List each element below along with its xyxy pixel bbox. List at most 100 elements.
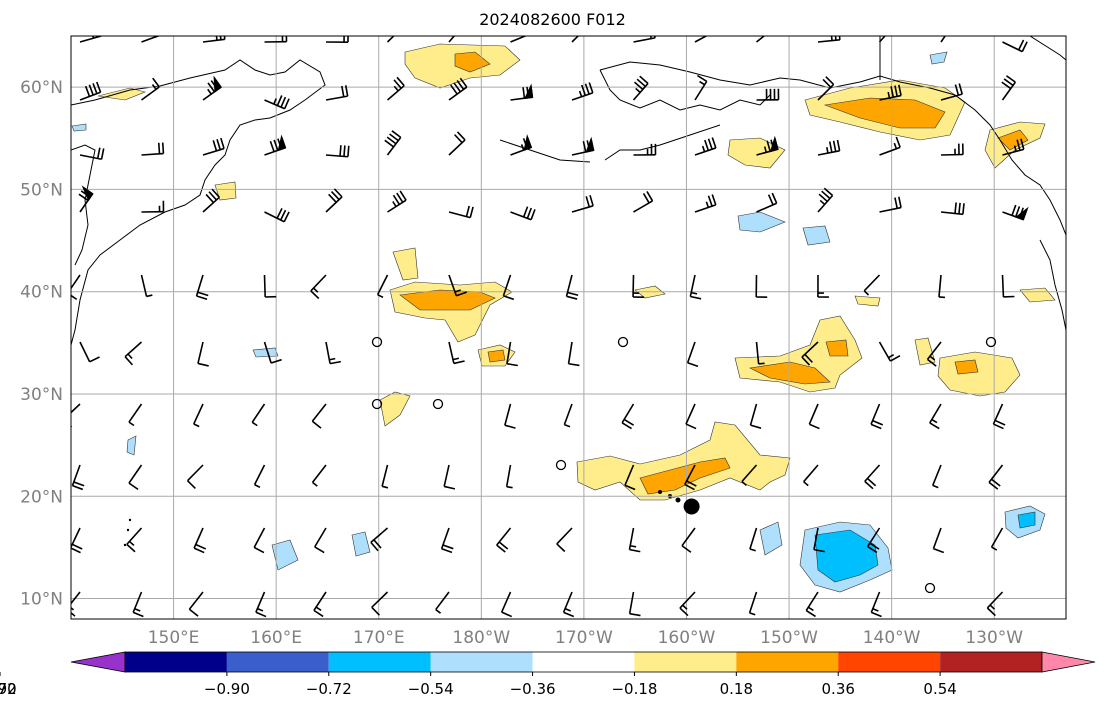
wind-barb xyxy=(188,591,204,617)
colorbar-tick-label: −0.36 xyxy=(510,680,556,698)
contour-patch xyxy=(727,137,786,169)
wind-barb xyxy=(870,403,884,430)
lon-label: 170°E xyxy=(353,628,405,648)
colorbar-bin xyxy=(125,652,227,672)
wind-barb xyxy=(870,591,882,618)
calm-marker xyxy=(617,336,629,348)
wind-barb xyxy=(253,527,266,554)
wind-barb xyxy=(694,137,717,156)
contour-patch xyxy=(399,289,496,311)
wind-barb xyxy=(748,591,758,616)
contour-patch xyxy=(252,347,279,358)
wind-barb xyxy=(384,130,402,156)
wind-barb xyxy=(251,403,266,427)
contour-patch xyxy=(737,211,786,233)
wind-barb xyxy=(940,83,963,101)
wind-barb xyxy=(694,74,708,101)
graticule xyxy=(71,36,1066,619)
wind-barb xyxy=(689,274,702,300)
contour-patch xyxy=(487,349,506,363)
wind-barb xyxy=(314,527,327,554)
wind-barb xyxy=(990,527,1004,551)
wind-barb xyxy=(448,274,467,297)
colorbar-bin xyxy=(328,652,431,672)
wind-barb xyxy=(571,136,595,156)
lon-label: 130°W xyxy=(965,628,1023,648)
wind-barb xyxy=(679,591,696,617)
wind-barb xyxy=(817,36,841,43)
wind-barb xyxy=(506,341,518,367)
wind-barb xyxy=(141,200,165,213)
colorbar-tick-label: 0.54 xyxy=(923,680,956,698)
negative-anomaly-regions xyxy=(71,51,1046,593)
calm-marker xyxy=(432,398,444,410)
wind-barb xyxy=(931,464,942,489)
wind-barb xyxy=(386,36,395,43)
contour-patch xyxy=(379,391,411,427)
wind-barb xyxy=(817,187,834,213)
wind-barb xyxy=(141,142,165,156)
coastline xyxy=(604,124,721,161)
wind-barb xyxy=(71,403,81,428)
contour-patch xyxy=(97,87,146,101)
wind-barb xyxy=(193,403,204,428)
colorbar-bin xyxy=(226,652,329,672)
wind-barb xyxy=(1001,75,1017,101)
wind-barb xyxy=(879,84,902,101)
wind-barb xyxy=(71,274,81,301)
wind-barb xyxy=(264,134,287,156)
wind-barb xyxy=(510,36,528,43)
contour-patch xyxy=(759,521,783,556)
wind-barb xyxy=(79,81,102,101)
wind-barb xyxy=(193,527,207,554)
contour-patch xyxy=(802,225,831,246)
island xyxy=(123,543,127,547)
colorbar-bin xyxy=(430,652,533,672)
wind-barb xyxy=(621,403,635,430)
wind-barb xyxy=(817,139,841,156)
colorbar-tick-label: −0.54 xyxy=(408,680,454,698)
colorbar-tick-labels: −0.90 −0.72 −0.54 −0.36 −0.18 0.18 0.36 0.54 0.7… xyxy=(0,672,957,698)
wind-barb xyxy=(1002,204,1029,221)
lat-label: 30°N xyxy=(20,385,63,405)
wind-barb xyxy=(197,341,209,367)
wind-barb xyxy=(510,206,536,221)
wind-barb xyxy=(435,591,450,614)
colorbar-bin xyxy=(736,652,839,672)
wind-barb xyxy=(78,185,94,213)
island xyxy=(126,528,130,532)
colorbar-bin xyxy=(634,652,737,672)
contour-patch xyxy=(126,435,137,456)
wind-barb xyxy=(926,341,942,367)
map-title: 2024082600 F012 xyxy=(479,10,626,29)
wind-barb xyxy=(801,341,819,366)
wind-barb xyxy=(311,403,327,429)
colorbar-tick-label: 0.18 xyxy=(720,680,753,698)
wind-barb xyxy=(325,341,342,365)
wind-barb xyxy=(632,274,645,299)
calm-marker xyxy=(985,336,997,348)
coastline xyxy=(1039,239,1066,331)
wind-barb xyxy=(864,464,881,490)
contour-patch xyxy=(825,339,849,357)
lon-label: 160°E xyxy=(250,628,302,648)
coastlines xyxy=(71,36,1066,346)
island xyxy=(675,497,681,503)
contour-patch xyxy=(392,247,419,281)
contour-patch xyxy=(814,529,879,583)
wind-barb xyxy=(556,527,573,553)
lon-label: 170°W xyxy=(555,628,613,648)
wind-barb xyxy=(381,464,389,489)
wind-barb xyxy=(992,403,1006,430)
wind-barb xyxy=(571,82,594,101)
map-frame xyxy=(70,35,1067,620)
coastline xyxy=(499,139,591,163)
wind-barb xyxy=(448,131,466,156)
lon-label: 150°E xyxy=(148,628,200,648)
wind-barb xyxy=(694,36,708,43)
wind-barb xyxy=(940,202,965,216)
contour-patch xyxy=(351,531,371,557)
wind-barb xyxy=(1002,138,1025,156)
island xyxy=(658,490,662,494)
wind-barb xyxy=(202,137,225,156)
